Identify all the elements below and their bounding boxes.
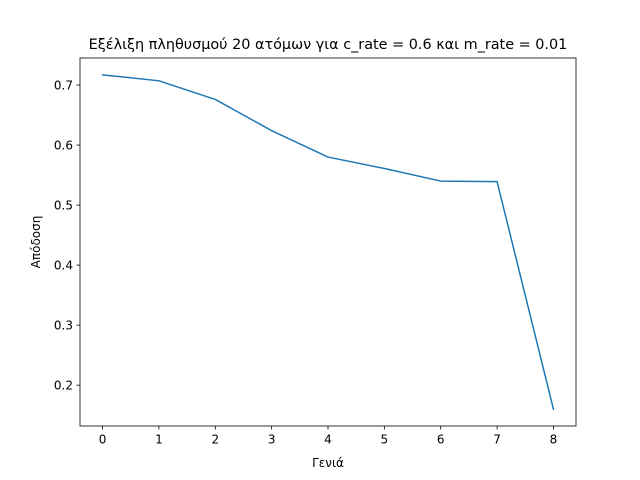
y-tick-label: 0.5 xyxy=(54,198,73,212)
x-tick-label: 1 xyxy=(155,433,163,447)
axes-frame xyxy=(79,57,577,427)
y-tick-label: 0.3 xyxy=(54,318,73,332)
x-tick-label: 3 xyxy=(268,433,276,447)
x-axis-label: Γενιά xyxy=(312,456,344,470)
y-tick-label: 0.7 xyxy=(54,78,73,92)
x-tick-label: 8 xyxy=(550,433,558,447)
x-tick-label: 2 xyxy=(211,433,219,447)
x-tick-label: 6 xyxy=(437,433,445,447)
x-tick-label: 7 xyxy=(493,433,501,447)
x-tick-label: 0 xyxy=(99,433,107,447)
y-tick-label: 0.2 xyxy=(54,378,73,392)
y-tick-label: 0.6 xyxy=(54,138,73,152)
plot-area xyxy=(101,73,555,411)
x-axis: 0 1 2 3 4 5 6 7 8 xyxy=(99,426,558,447)
y-axis-label: Απόδοση xyxy=(29,216,43,269)
y-tick-label: 0.4 xyxy=(54,258,73,272)
x-tick-label: 5 xyxy=(381,433,389,447)
chart-title: Εξέλιξη πληθυσμού 20 ατόμων για c_rate =… xyxy=(89,37,568,53)
x-tick-label: 4 xyxy=(324,433,332,447)
series-line xyxy=(101,73,555,411)
y-axis: 0.2 0.3 0.4 0.5 0.6 0.7 xyxy=(54,78,80,392)
